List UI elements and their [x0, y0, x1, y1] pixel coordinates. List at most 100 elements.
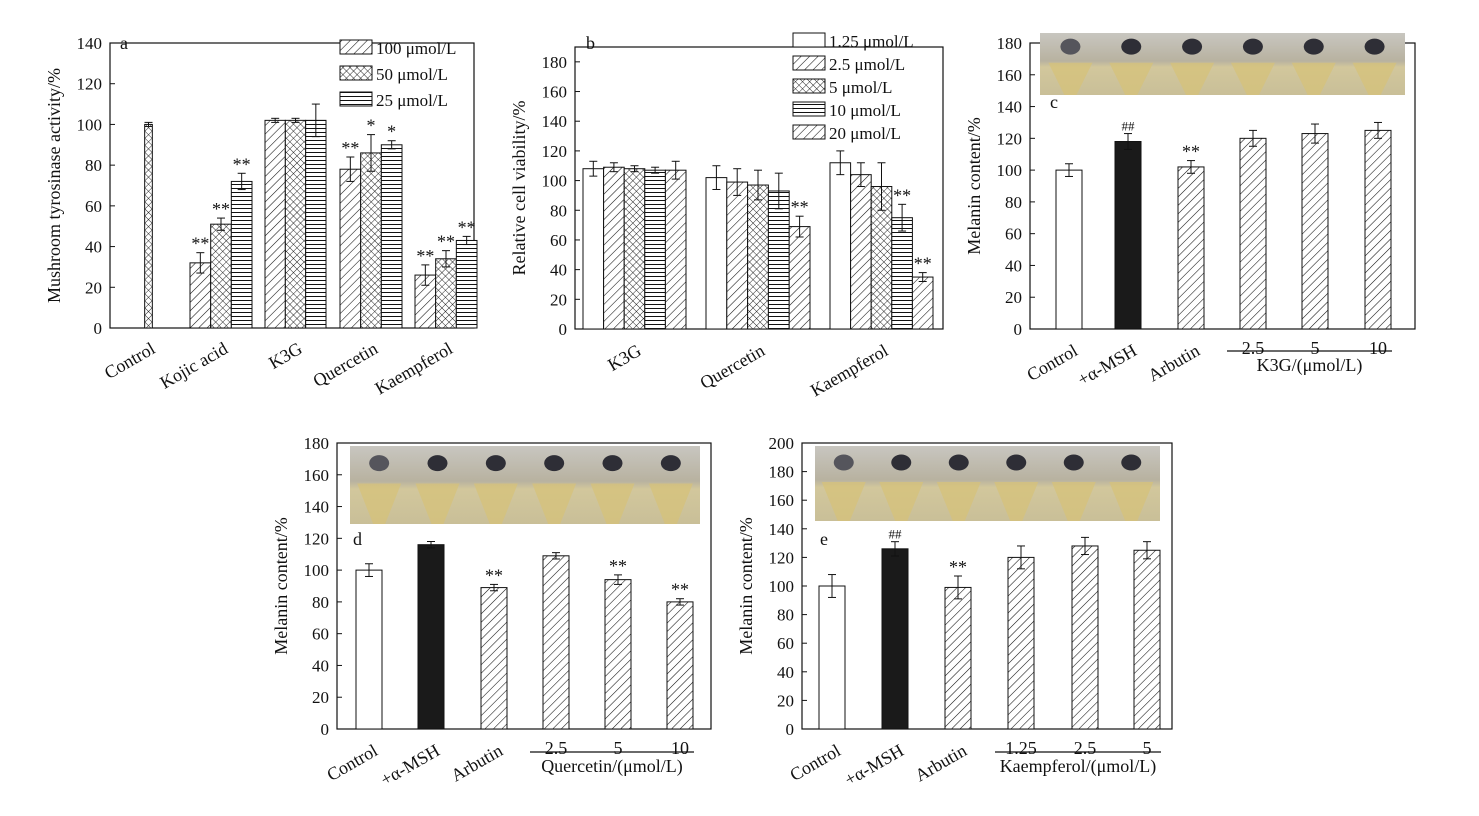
melanin-pellet: [1121, 38, 1142, 55]
y-tick-label: 80: [85, 156, 102, 175]
y-tick-label: 20: [550, 290, 567, 309]
significance-mark: **: [791, 197, 809, 217]
bar: [1177, 166, 1205, 330]
y-tick-label: 80: [550, 201, 567, 220]
y-tick-label: 100: [304, 561, 330, 580]
group-label: Quercetin/(μmol/L): [541, 756, 683, 777]
melanin-pellet: [1121, 454, 1142, 471]
y-tick-label: 120: [77, 75, 103, 94]
x-tick-label: Control: [101, 338, 159, 383]
bar: [542, 555, 570, 730]
y-tick-label: 20: [777, 691, 794, 710]
bar: [230, 180, 253, 329]
legend-label: 2.5 μmol/L: [829, 55, 905, 74]
y-tick-label: 20: [85, 278, 102, 297]
bar: [726, 181, 749, 330]
y-tick-label: 160: [304, 466, 330, 485]
legend-swatch: [792, 101, 826, 117]
y-tick-label: 120: [997, 129, 1023, 148]
tube-liquid: [473, 483, 518, 524]
bar: [360, 152, 382, 329]
x-tick-label: +α-MSH: [377, 740, 443, 790]
bar: [1114, 141, 1142, 330]
y-tick-label: 120: [542, 142, 568, 161]
y-tick-label: 160: [769, 491, 795, 510]
y-tick-label: 0: [1014, 320, 1023, 339]
x-tick-label: 5: [1143, 738, 1152, 758]
y-tick-label: 200: [769, 434, 795, 453]
y-tick-label: 40: [312, 656, 329, 675]
bar: [144, 123, 153, 329]
panel-letter: d: [353, 529, 362, 549]
x-tick-label: 10: [1369, 338, 1387, 358]
y-tick-label: 140: [77, 34, 103, 53]
x-tick-label: Kojic acid: [156, 338, 231, 393]
legend-swatch: [792, 124, 826, 140]
y-tick-label: 80: [777, 606, 794, 625]
melanin-pellet: [1242, 38, 1263, 55]
legend-label: 50 μmol/L: [376, 65, 448, 84]
significance-mark: **: [191, 234, 209, 254]
x-tick-label: Quercetin: [697, 340, 768, 393]
y-tick-label: 0: [321, 720, 330, 739]
panel-d: 0 20 40 60 80 100 120 140 160 180 Melanin content/…: [271, 434, 712, 790]
y-tick-label: 100: [542, 172, 568, 191]
y-tick-label: 140: [997, 98, 1023, 117]
y-tick-label: 180: [542, 53, 568, 72]
group-label: K3G/(μmol/L): [1257, 355, 1363, 376]
bar: [1071, 545, 1099, 730]
bar: [1239, 137, 1267, 330]
bar: [1055, 169, 1083, 330]
bar: [355, 569, 383, 730]
panel-letter: e: [820, 529, 828, 549]
x-tick-label: K3G: [265, 338, 305, 373]
y-tick-label: 100: [997, 161, 1023, 180]
x-tick-label: Arbutin: [1145, 340, 1203, 385]
legend-label: 1.25 μmol/L: [829, 32, 914, 51]
melanin-pellet: [544, 455, 565, 472]
y-tick-label: 60: [312, 625, 329, 644]
tube-liquid: [1230, 62, 1275, 95]
tube-liquid: [936, 482, 981, 521]
y-tick-label: 0: [94, 319, 103, 338]
bar: [829, 162, 852, 330]
y-tick-label: 0: [559, 320, 568, 339]
x-tick-label: Control: [1023, 340, 1081, 385]
melanin-pellet: [833, 454, 854, 471]
x-tick-label: +α-MSH: [1074, 340, 1140, 390]
tube-liquid: [648, 483, 693, 524]
legend-swatch: [339, 91, 373, 107]
y-tick-label: 80: [312, 593, 329, 612]
y-tick-label: 100: [77, 115, 103, 134]
legend-label: 20 μmol/L: [829, 124, 901, 143]
melanin-pellet: [427, 455, 448, 472]
y-tick-label: 100: [769, 577, 795, 596]
y-tick-label: 0: [786, 720, 795, 739]
melanin-pellet: [1303, 38, 1324, 55]
significance-mark: **: [437, 232, 455, 252]
tube-liquid: [821, 482, 866, 521]
y-tick-label: 80: [1005, 193, 1022, 212]
x-tick-label: +α-MSH: [841, 740, 907, 790]
bar: [911, 276, 934, 330]
significance-mark: **: [212, 199, 230, 219]
legend-label: 10 μmol/L: [829, 101, 901, 120]
panel-c: 0 20 40 60 80 100 120 140 160 180 Melanin content/…: [964, 33, 1416, 390]
bar: [284, 119, 307, 329]
bar: [455, 239, 478, 329]
tube-liquid: [532, 483, 577, 524]
significance-mark: **: [1182, 142, 1200, 162]
significance-mark: **: [458, 217, 476, 237]
bar: [1007, 556, 1035, 730]
tube-liquid: [1048, 62, 1093, 95]
melanin-pellet: [485, 455, 506, 472]
panel-letter: c: [1050, 92, 1058, 112]
bar: [818, 585, 846, 730]
y-tick-label: 40: [1005, 256, 1022, 275]
significance-mark: ##: [1122, 119, 1136, 134]
bar: [623, 168, 646, 330]
panel-letter: a: [120, 33, 128, 53]
panel-letter: b: [586, 33, 595, 53]
x-tick-label: 5: [614, 738, 623, 758]
y-tick-label: 40: [550, 261, 567, 280]
